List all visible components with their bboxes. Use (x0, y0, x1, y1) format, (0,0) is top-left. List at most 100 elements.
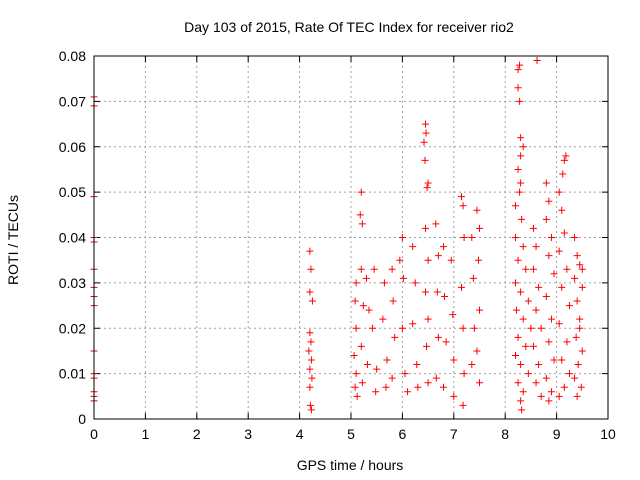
y-tick-label: 0.02 (59, 320, 86, 336)
data-point (532, 243, 540, 251)
x-tick-label: 9 (553, 426, 561, 442)
data-point (522, 265, 530, 273)
data-point (517, 397, 525, 405)
data-point (434, 252, 442, 260)
data-point (379, 315, 387, 323)
data-point (578, 283, 586, 291)
data-point (547, 315, 555, 323)
y-tick-label: 0.03 (59, 275, 86, 291)
data-point (511, 234, 519, 241)
data-point (442, 338, 450, 346)
data-point (576, 324, 584, 332)
data-point (535, 361, 543, 369)
x-tick-label: 2 (193, 426, 201, 442)
data-point (476, 306, 483, 314)
data-point (547, 234, 555, 241)
data-point (422, 224, 430, 232)
data-point (511, 202, 519, 210)
data-point (421, 156, 429, 164)
data-point (441, 292, 449, 300)
x-tick-label: 3 (244, 426, 252, 442)
data-point (306, 383, 314, 391)
data-point (542, 179, 550, 187)
data-point (514, 84, 522, 92)
data-point (545, 338, 553, 346)
data-point (545, 252, 553, 260)
y-tick-label: 0.06 (59, 139, 86, 155)
data-point (458, 283, 466, 291)
data-point (560, 229, 568, 237)
data-point (517, 361, 525, 369)
data-point (517, 288, 525, 296)
data-point (537, 324, 545, 332)
y-tick-label: 0.05 (59, 184, 86, 200)
data-point (424, 315, 432, 323)
data-point (469, 274, 477, 282)
data-point (460, 370, 468, 378)
data-point (409, 320, 417, 328)
data-point (537, 392, 545, 400)
data-point (545, 197, 553, 205)
data-point (517, 152, 525, 160)
data-point (391, 333, 399, 341)
data-point (401, 370, 409, 378)
data-point (365, 306, 373, 314)
data-point (389, 297, 397, 305)
data-point (571, 234, 579, 241)
data-point (516, 97, 524, 105)
data-point (533, 57, 541, 65)
data-point (424, 256, 432, 264)
data-point (440, 383, 448, 391)
data-point (473, 347, 481, 355)
data-point (307, 356, 315, 364)
data-point (571, 274, 579, 282)
data-point (353, 392, 361, 400)
data-point (514, 256, 522, 264)
data-point (519, 315, 527, 323)
plot-frame (93, 55, 609, 420)
data-point (447, 256, 455, 264)
data-point (550, 356, 558, 364)
data-point (399, 274, 407, 282)
data-point (370, 265, 378, 273)
y-tick-label: 0 (78, 411, 86, 427)
data-point (565, 302, 573, 310)
data-point (357, 188, 365, 196)
data-point (518, 215, 526, 223)
data-point (468, 361, 476, 369)
data-point (519, 143, 527, 151)
data-point (524, 370, 532, 378)
data-point (573, 297, 581, 305)
x-tick-label: 4 (296, 426, 304, 442)
x-tick-label: 7 (450, 426, 458, 442)
chart-title: Day 103 of 2015, Rate Of TEC Index for r… (184, 19, 514, 35)
data-point (476, 379, 483, 387)
data-point (308, 374, 316, 382)
x-tick-label: 10 (600, 426, 616, 442)
data-point (362, 274, 370, 282)
y-tick-labels: 0 0.01 0.02 0.03 0.04 0.05 0.06 0.07 0.08 (59, 48, 86, 427)
data-point (542, 292, 550, 300)
data-point (542, 215, 550, 223)
y-tick-label: 0.08 (59, 48, 86, 64)
data-point (434, 333, 442, 341)
data-point (351, 383, 359, 391)
data-point (352, 324, 360, 332)
data-point (563, 338, 571, 346)
data-point (307, 338, 315, 346)
data-point (388, 374, 396, 382)
data-point (398, 234, 406, 241)
data-point (576, 261, 584, 269)
data-point (358, 379, 366, 387)
data-point (411, 279, 419, 287)
data-point (558, 206, 566, 214)
data-point (517, 134, 525, 142)
data-point (555, 392, 563, 400)
x-tick-label: 8 (501, 426, 509, 442)
data-point (524, 297, 532, 305)
data-point (558, 356, 566, 364)
data-point (372, 388, 380, 396)
data-point (547, 388, 555, 396)
data-point (517, 179, 525, 187)
y-tick-label: 0.01 (59, 366, 86, 382)
